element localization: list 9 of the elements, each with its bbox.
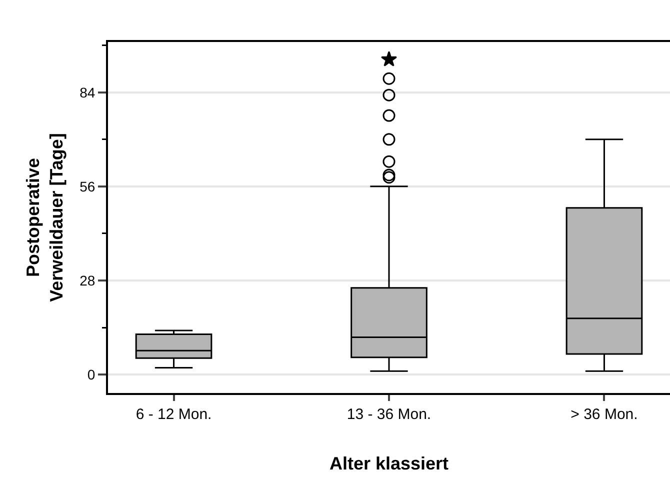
y-tick-label: 84 bbox=[80, 84, 96, 100]
x-axis-title: Alter klassiert bbox=[329, 454, 449, 474]
y-axis-title: Postoperative Verweildauer [Tage] bbox=[22, 133, 66, 302]
y-tick-label: 28 bbox=[80, 272, 96, 288]
y-tick-label: 0 bbox=[87, 366, 96, 382]
x-tick-label: 13 - 36 Mon. bbox=[346, 406, 432, 423]
x-tick-label: > 36 Mon. bbox=[570, 406, 638, 423]
x-tick-label: 6 - 12 Mon. bbox=[136, 406, 212, 423]
y-tick-label: 56 bbox=[80, 178, 96, 194]
